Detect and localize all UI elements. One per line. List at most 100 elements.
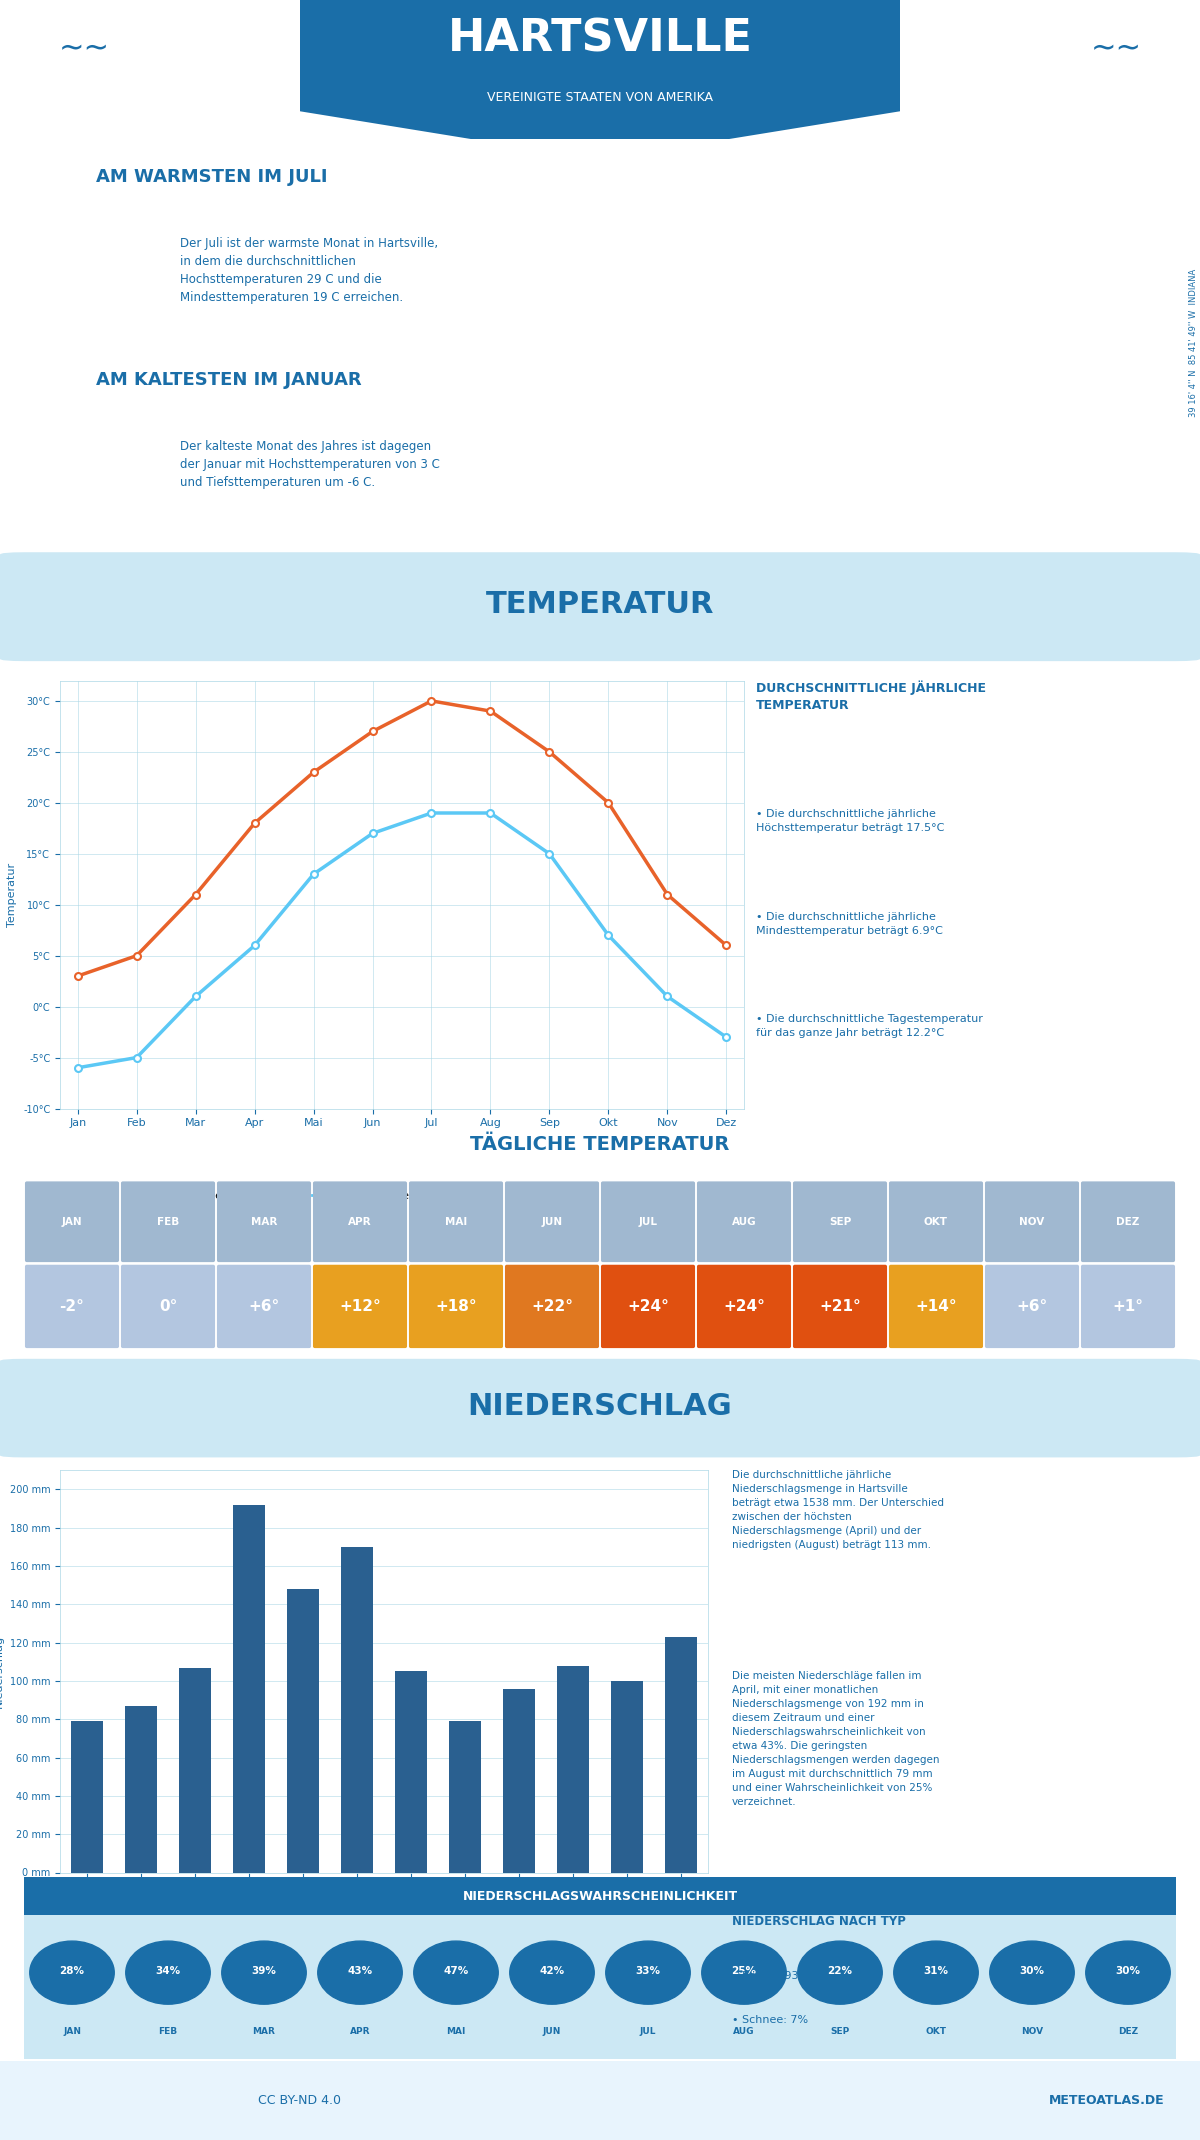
Bar [395, 1671, 427, 1872]
FancyBboxPatch shape [985, 1181, 1079, 1263]
FancyBboxPatch shape [601, 1181, 695, 1263]
Y-axis label: Niederschlag: Niederschlag [0, 1635, 4, 1708]
Text: 39%: 39% [252, 1967, 276, 1975]
Text: 0°: 0° [158, 1299, 178, 1314]
Bar [287, 1590, 319, 1872]
FancyBboxPatch shape [601, 1265, 695, 1348]
FancyBboxPatch shape [889, 1181, 983, 1263]
Text: 30%: 30% [1116, 1967, 1140, 1975]
FancyBboxPatch shape [697, 1181, 791, 1263]
Circle shape [30, 1941, 114, 2005]
Text: +24°: +24° [724, 1299, 764, 1314]
Text: NOV: NOV [1019, 1218, 1045, 1226]
Bar [557, 1665, 589, 1872]
Text: +1°: +1° [1112, 1299, 1144, 1314]
Text: +21°: +21° [820, 1299, 860, 1314]
Text: -2°: -2° [60, 1299, 84, 1314]
Text: OKT: OKT [924, 1218, 948, 1226]
Text: APR: APR [348, 1218, 372, 1226]
Text: FEB: FEB [157, 1218, 179, 1226]
Text: AUG: AUG [733, 2027, 755, 2035]
Text: JUN: JUN [541, 1218, 563, 1226]
Text: NIEDERSCHLAGSWAHRSCHEINLICHKEIT: NIEDERSCHLAGSWAHRSCHEINLICHKEIT [462, 1890, 738, 1902]
Circle shape [894, 1941, 978, 2005]
Text: +18°: +18° [436, 1299, 476, 1314]
Text: ∼∼: ∼∼ [1091, 34, 1141, 64]
Text: Die meisten Niederschläge fallen im
April, mit einer monatlichen
Niederschlagsme: Die meisten Niederschläge fallen im Apri… [732, 1671, 940, 1808]
Circle shape [702, 1941, 786, 2005]
Circle shape [606, 1941, 690, 2005]
Text: 39 16' 4'' N  85 41' 49'' W  INDIANA: 39 16' 4'' N 85 41' 49'' W INDIANA [1188, 268, 1198, 417]
Bar [611, 1680, 643, 1872]
Text: JAN: JAN [61, 1218, 83, 1226]
Text: NIEDERSCHLAG: NIEDERSCHLAG [468, 1391, 732, 1421]
Circle shape [1086, 1941, 1170, 2005]
Text: APR: APR [349, 2027, 371, 2035]
Text: DEZ: DEZ [1118, 2027, 1138, 2035]
Text: DURCHSCHNITTLICHE JÄHRLICHE
TEMPERATUR: DURCHSCHNITTLICHE JÄHRLICHE TEMPERATUR [756, 681, 986, 713]
FancyBboxPatch shape [121, 1265, 215, 1348]
Circle shape [318, 1941, 402, 2005]
Text: 28%: 28% [60, 1967, 84, 1975]
Text: • Schnee: 7%: • Schnee: 7% [732, 2016, 808, 2024]
Text: Der Juli ist der warmste Monat in Hartsville,
in dem die durchschnittlichen
Hoch: Der Juli ist der warmste Monat in Hartsv… [180, 238, 438, 304]
Text: 25%: 25% [732, 1967, 756, 1975]
Circle shape [990, 1941, 1074, 2005]
FancyBboxPatch shape [217, 1181, 311, 1263]
Circle shape [798, 1941, 882, 2005]
Bar [665, 1637, 697, 1872]
FancyBboxPatch shape [1081, 1265, 1175, 1348]
Text: JUL: JUL [638, 1218, 658, 1226]
Circle shape [126, 1941, 210, 2005]
FancyBboxPatch shape [25, 1265, 119, 1348]
Text: NIEDERSCHLAG NACH TYP: NIEDERSCHLAG NACH TYP [732, 1915, 906, 1928]
FancyBboxPatch shape [793, 1181, 887, 1263]
Text: 42%: 42% [540, 1967, 564, 1975]
FancyBboxPatch shape [505, 1265, 599, 1348]
Bar [341, 1547, 373, 1872]
FancyBboxPatch shape [0, 2061, 1200, 2140]
Text: VEREINIGTE STAATEN VON AMERIKA: VEREINIGTE STAATEN VON AMERIKA [487, 90, 713, 105]
Text: • Die durchschnittliche jährliche
Höchsttemperatur beträgt 17.5°C: • Die durchschnittliche jährliche Höchst… [756, 809, 944, 832]
Text: MAI: MAI [446, 2027, 466, 2035]
Text: +6°: +6° [248, 1299, 280, 1314]
Text: TEMPERATUR: TEMPERATUR [486, 591, 714, 618]
Text: +24°: +24° [628, 1299, 668, 1314]
Bar [503, 1688, 535, 1872]
Circle shape [414, 1941, 498, 2005]
Bar [179, 1667, 211, 1872]
Text: MAR: MAR [252, 2027, 276, 2035]
Text: AM KALTESTEN IM JANUAR: AM KALTESTEN IM JANUAR [96, 370, 361, 389]
Text: SEP: SEP [829, 1218, 851, 1226]
Text: 34%: 34% [156, 1967, 180, 1975]
Text: +12°: +12° [340, 1299, 380, 1314]
FancyBboxPatch shape [121, 1181, 215, 1263]
Text: AUG: AUG [732, 1218, 756, 1226]
Text: AM WARMSTEN IM JULI: AM WARMSTEN IM JULI [96, 167, 328, 186]
Text: MAR: MAR [251, 1218, 277, 1226]
FancyBboxPatch shape [697, 1265, 791, 1348]
FancyBboxPatch shape [0, 552, 1200, 661]
Text: +6°: +6° [1016, 1299, 1048, 1314]
Bar [233, 1504, 265, 1872]
Text: +14°: +14° [916, 1299, 956, 1314]
Text: JUL: JUL [640, 2027, 656, 2035]
Text: FEB: FEB [158, 2027, 178, 2035]
FancyBboxPatch shape [313, 1265, 407, 1348]
Text: 30%: 30% [1020, 1967, 1044, 1975]
Circle shape [222, 1941, 306, 2005]
Text: 31%: 31% [924, 1967, 948, 1975]
Text: JUN: JUN [542, 2027, 562, 2035]
Legend: Niederschlagssumme: Niederschlagssumme [206, 1937, 367, 1956]
Text: • Die durchschnittliche Tagestemperatur
für das ganze Jahr beträgt 12.2°C: • Die durchschnittliche Tagestemperatur … [756, 1014, 983, 1038]
Text: METEOATLAS.DE: METEOATLAS.DE [1049, 2093, 1164, 2108]
Text: Die durchschnittliche jährliche
Niederschlagsmenge in Hartsville
beträgt etwa 15: Die durchschnittliche jährliche Niedersc… [732, 1470, 944, 1549]
Text: • Die durchschnittliche jährliche
Mindesttemperatur beträgt 6.9°C: • Die durchschnittliche jährliche Mindes… [756, 912, 943, 935]
Text: TÄGLICHE TEMPERATUR: TÄGLICHE TEMPERATUR [470, 1136, 730, 1153]
FancyBboxPatch shape [24, 1915, 1176, 2059]
Text: DEZ: DEZ [1116, 1218, 1140, 1226]
Bar [71, 1721, 103, 1872]
Y-axis label: Temperatur: Temperatur [7, 862, 18, 927]
FancyBboxPatch shape [217, 1265, 311, 1348]
Text: • Regen: 93%: • Regen: 93% [732, 1971, 809, 1982]
